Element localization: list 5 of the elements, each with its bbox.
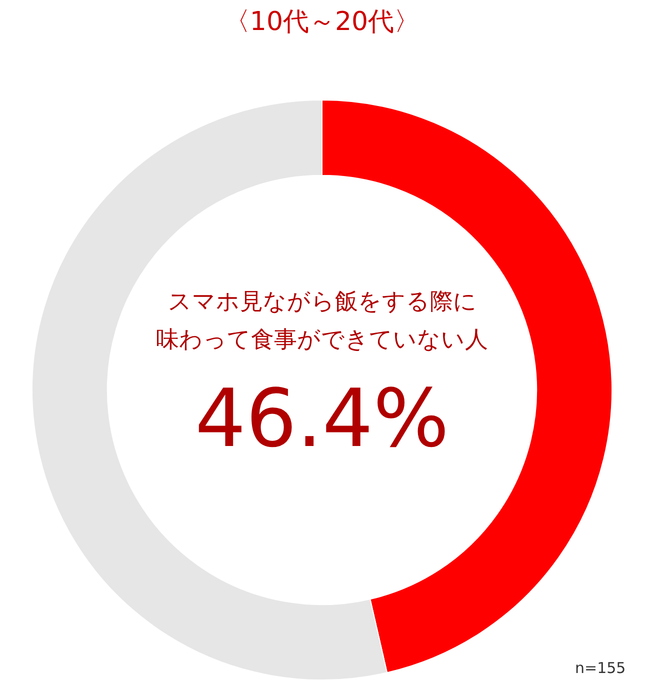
chart-title: 〈10代～20代〉 <box>224 7 420 38</box>
text: スマホ見ながら飯をする際に <box>168 289 477 315</box>
text: 46.4% <box>195 372 450 465</box>
text: 味わって食事ができていない人 <box>156 327 488 353</box>
text: n=155 <box>575 659 626 677</box>
